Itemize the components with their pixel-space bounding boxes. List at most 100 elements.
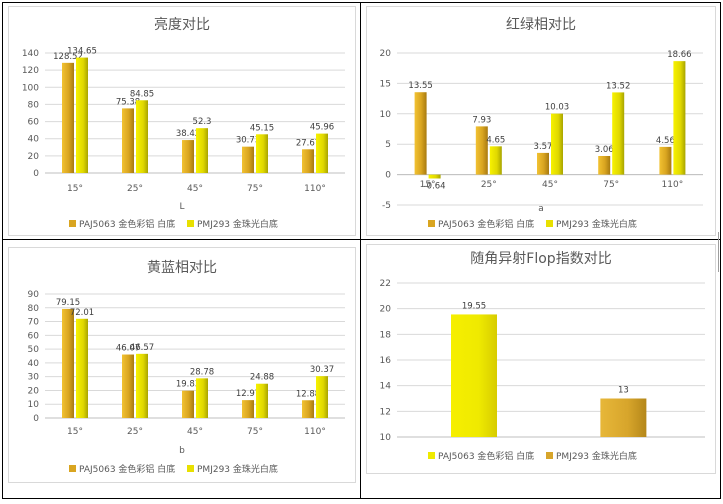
- bar: [136, 353, 148, 418]
- data-label: 79.15: [56, 298, 80, 308]
- legend-swatch: [546, 452, 553, 459]
- data-label: 27.67: [296, 138, 320, 148]
- y-tick-label: 90: [28, 290, 40, 300]
- x-tick-label: 25°: [127, 427, 143, 437]
- data-label: 7.93: [472, 115, 491, 125]
- data-label: 46.07: [116, 344, 140, 354]
- bar: [475, 126, 488, 175]
- data-label: 24.88: [250, 373, 274, 383]
- y-tick-label: 10: [380, 433, 392, 443]
- x-axis-title: b: [179, 446, 185, 456]
- table-border-center: [360, 2, 361, 499]
- chart-panel-yellow-blue[interactable]: 黄蓝相对比 0 10 20 30 40 50 60 70 80 90 79.15 72.01 15° 46.…: [8, 247, 356, 483]
- x-tick-label: 110°: [304, 427, 326, 437]
- bar: [316, 376, 328, 418]
- data-label: 19.83: [176, 380, 200, 390]
- chart-panel-red-green[interactable]: 红绿相对比 -5 0 5 10 15 20 13.55 -0.64 15° 7.93 4.65 25° 3…: [366, 6, 716, 236]
- chart-panel-brightness[interactable]: 亮度对比 0 20 40 60 80 100 120 140 128.52 134.65 15° 75.…: [8, 6, 356, 236]
- chart-title: 红绿相对比: [506, 17, 576, 33]
- table-border-left: [2, 2, 3, 499]
- chart-title: 亮度对比: [154, 16, 210, 33]
- y-tick-label: 30: [28, 373, 40, 383]
- data-label: 84.85: [130, 89, 154, 99]
- legend-label: PMJ293 金珠光白底: [556, 450, 637, 462]
- bar: [76, 57, 88, 174]
- y-tick-label: -5: [382, 201, 391, 211]
- bar: [659, 146, 672, 175]
- data-label: 10.03: [545, 103, 569, 113]
- bar: [256, 383, 268, 418]
- data-label: 38.42: [176, 129, 200, 139]
- bar: [242, 400, 254, 418]
- legend-label: PMJ293 金珠光白底: [556, 218, 637, 230]
- x-tick-label: 45°: [187, 184, 203, 194]
- bar: [76, 318, 88, 418]
- x-tick-label: 110°: [304, 184, 326, 194]
- y-tick-label: 20: [380, 305, 392, 315]
- y-tick-label: 60: [28, 331, 40, 341]
- y-tick-label: 10: [380, 110, 392, 120]
- legend-label: PAJ5063 金色彩铝 白底: [438, 450, 534, 462]
- bar: [136, 100, 148, 173]
- x-tick-label: 110°: [662, 180, 684, 190]
- data-label: 12.88: [296, 389, 320, 399]
- x-axis-title: L: [179, 202, 184, 212]
- table-handle-mark: [718, 232, 719, 272]
- bar: [451, 314, 497, 437]
- data-label: 4.65: [486, 135, 505, 145]
- chart-title: 随角异射Flop指数对比: [470, 251, 611, 267]
- table-border-top: [2, 2, 721, 3]
- legend-label: PAJ5063 金色彩铝 白底: [438, 218, 534, 230]
- y-tick-label: 20: [380, 49, 392, 59]
- y-tick-label: 0: [385, 171, 391, 181]
- data-label: 12.97: [236, 389, 260, 399]
- x-tick-label: 75°: [603, 180, 619, 190]
- x-axis-title: a: [538, 204, 544, 214]
- bar: [612, 92, 625, 175]
- bar: [62, 62, 74, 174]
- x-tick-label: 75°: [247, 184, 263, 194]
- bar: [428, 174, 441, 179]
- y-tick-label: 14: [380, 382, 392, 392]
- data-label: -0.64: [424, 181, 446, 191]
- x-tick-label: 15°: [420, 180, 436, 190]
- data-label: 52.3: [193, 117, 212, 127]
- legend-swatch: [69, 465, 76, 472]
- bar: [316, 133, 328, 173]
- y-tick-label: 10: [28, 400, 40, 410]
- y-tick-label: 100: [22, 83, 39, 93]
- data-label: 72.01: [70, 308, 94, 318]
- y-tick-label: 22: [380, 279, 391, 289]
- y-tick-label: 80: [28, 304, 40, 314]
- legend-swatch: [69, 220, 76, 227]
- y-tick-label: 12: [380, 407, 391, 417]
- y-tick-label: 60: [28, 118, 40, 128]
- legend-label: PMJ293 金珠光白底: [197, 218, 278, 230]
- bar: [598, 155, 611, 175]
- y-tick-label: 140: [22, 49, 39, 59]
- data-label: 30.37: [310, 365, 334, 375]
- y-tick-label: 18: [380, 330, 392, 340]
- bar: [302, 400, 314, 418]
- x-tick-label: 25°: [127, 184, 143, 194]
- bar: [537, 152, 549, 175]
- x-tick-label: 25°: [481, 180, 497, 190]
- bar: [182, 390, 194, 418]
- data-label: 28.78: [190, 367, 214, 377]
- legend-label: PAJ5063 金色彩铝 白底: [79, 463, 175, 475]
- chart-panel-flop[interactable]: 随角异射Flop指数对比 10 12 14 16 18 20 22 19.55 13 PAJ5063…: [366, 244, 716, 474]
- y-tick-label: 20: [28, 152, 40, 162]
- bar: [182, 140, 194, 173]
- legend-label: PMJ293 金珠光白底: [197, 463, 278, 475]
- legend-swatch: [428, 452, 435, 459]
- data-label: 45.96: [310, 123, 334, 133]
- bar: [196, 128, 208, 173]
- bar: [122, 108, 134, 173]
- bar: [489, 146, 502, 175]
- bar: [62, 308, 74, 418]
- legend-swatch: [187, 220, 194, 227]
- y-tick-label: 50: [28, 345, 40, 355]
- data-label: 13: [618, 386, 629, 396]
- x-tick-label: 45°: [542, 180, 558, 190]
